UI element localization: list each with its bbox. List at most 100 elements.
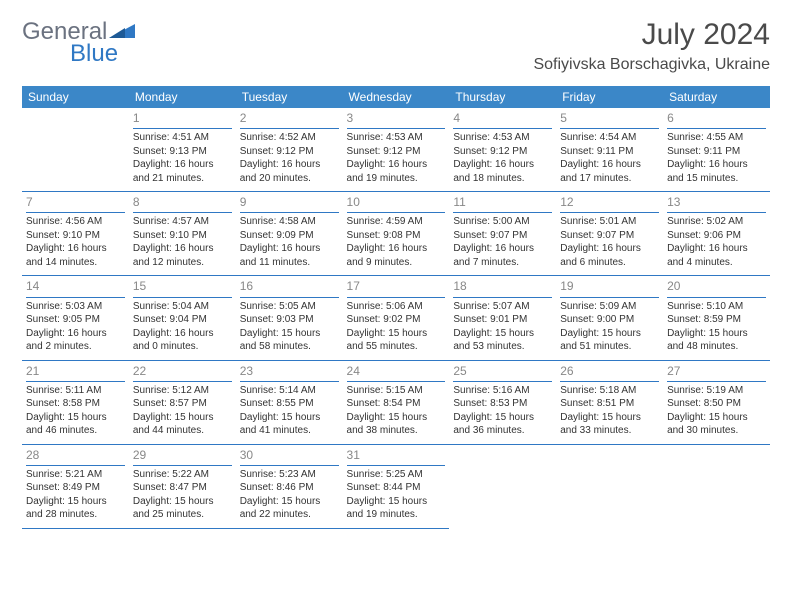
day-number: 24	[347, 363, 446, 382]
calendar-cell: 21Sunrise: 5:11 AMSunset: 8:58 PMDayligh…	[22, 360, 129, 444]
sunrise-text: Sunrise: 5:06 AM	[347, 300, 446, 314]
calendar-cell: 20Sunrise: 5:10 AMSunset: 8:59 PMDayligh…	[663, 276, 770, 360]
sunrise-text: Sunrise: 5:16 AM	[453, 384, 552, 398]
sunset-text: Sunset: 9:00 PM	[560, 313, 659, 327]
day-number: 20	[667, 278, 766, 297]
sunset-text: Sunset: 9:02 PM	[347, 313, 446, 327]
sunrise-text: Sunrise: 5:09 AM	[560, 300, 659, 314]
day-number: 14	[26, 278, 125, 297]
calendar-cell: 12Sunrise: 5:01 AMSunset: 9:07 PMDayligh…	[556, 192, 663, 276]
calendar-cell	[449, 444, 556, 528]
sunrise-text: Sunrise: 4:51 AM	[133, 131, 232, 145]
sunrise-text: Sunrise: 4:53 AM	[347, 131, 446, 145]
calendar-row: 7Sunrise: 4:56 AMSunset: 9:10 PMDaylight…	[22, 192, 770, 276]
sunrise-text: Sunrise: 5:01 AM	[560, 215, 659, 229]
sunrise-text: Sunrise: 5:21 AM	[26, 468, 125, 482]
calendar-cell: 29Sunrise: 5:22 AMSunset: 8:47 PMDayligh…	[129, 444, 236, 528]
day-number: 31	[347, 447, 446, 466]
day-number: 13	[667, 194, 766, 213]
calendar-body: 1Sunrise: 4:51 AMSunset: 9:13 PMDaylight…	[22, 108, 770, 528]
daylight-text: Daylight: 15 hours and 25 minutes.	[133, 495, 232, 522]
calendar-cell: 15Sunrise: 5:04 AMSunset: 9:04 PMDayligh…	[129, 276, 236, 360]
sunrise-text: Sunrise: 5:03 AM	[26, 300, 125, 314]
sunset-text: Sunset: 8:55 PM	[240, 397, 339, 411]
sunset-text: Sunset: 9:10 PM	[26, 229, 125, 243]
weekday-header: Sunday	[22, 86, 129, 108]
sunrise-text: Sunrise: 4:57 AM	[133, 215, 232, 229]
sunset-text: Sunset: 9:12 PM	[453, 145, 552, 159]
page-title: July 2024	[533, 18, 770, 52]
calendar-cell: 24 Sunrise: 5:15 AMSunset: 8:54 PMDayligh…	[343, 360, 450, 444]
day-number: 9	[240, 194, 339, 213]
day-number: 17	[347, 278, 446, 297]
sunset-text: Sunset: 8:57 PM	[133, 397, 232, 411]
calendar-row: 1Sunrise: 4:51 AMSunset: 9:13 PMDaylight…	[22, 108, 770, 192]
calendar-cell: 7Sunrise: 4:56 AMSunset: 9:10 PMDaylight…	[22, 192, 129, 276]
day-number: 16	[240, 278, 339, 297]
calendar-cell: 13Sunrise: 5:02 AMSunset: 9:06 PMDayligh…	[663, 192, 770, 276]
day-number: 25	[453, 363, 552, 382]
daylight-text: Daylight: 15 hours and 44 minutes.	[133, 411, 232, 438]
day-number: 12	[560, 194, 659, 213]
daylight-text: Daylight: 16 hours and 4 minutes.	[667, 242, 766, 269]
calendar-cell: 18Sunrise: 5:07 AMSunset: 9:01 PMDayligh…	[449, 276, 556, 360]
sunset-text: Sunset: 8:54 PM	[347, 397, 446, 411]
weekday-header: Thursday	[449, 86, 556, 108]
location-label: Sofiyivska Borschagivka, Ukraine	[533, 56, 770, 74]
weekday-header-row: Sunday Monday Tuesday Wednesday Thursday…	[22, 86, 770, 108]
sunrise-text: Sunrise: 4:52 AM	[240, 131, 339, 145]
day-number: 8	[133, 194, 232, 213]
sunset-text: Sunset: 9:11 PM	[667, 145, 766, 159]
sunrise-text: Sunrise: 5:02 AM	[667, 215, 766, 229]
daylight-text: Daylight: 16 hours and 17 minutes.	[560, 158, 659, 185]
sunset-text: Sunset: 9:07 PM	[453, 229, 552, 243]
day-number: 2	[240, 110, 339, 129]
day-number: 1	[133, 110, 232, 129]
sunset-text: Sunset: 8:51 PM	[560, 397, 659, 411]
header: GeneralBlue July 2024 Sofiyivska Borscha…	[22, 18, 770, 74]
weekday-header: Wednesday	[343, 86, 450, 108]
calendar-cell: 26Sunrise: 5:18 AMSunset: 8:51 PMDayligh…	[556, 360, 663, 444]
daylight-text: Daylight: 16 hours and 20 minutes.	[240, 158, 339, 185]
sunset-text: Sunset: 9:05 PM	[26, 313, 125, 327]
sunrise-text: Sunrise: 5:25 AM	[347, 468, 446, 482]
sunset-text: Sunset: 9:03 PM	[240, 313, 339, 327]
sunrise-text: Sunrise: 5:05 AM	[240, 300, 339, 314]
day-number: 4	[453, 110, 552, 129]
sunrise-text: Sunrise: 4:53 AM	[453, 131, 552, 145]
daylight-text: Daylight: 15 hours and 46 minutes.	[26, 411, 125, 438]
sunset-text: Sunset: 9:10 PM	[133, 229, 232, 243]
daylight-text: Daylight: 16 hours and 7 minutes.	[453, 242, 552, 269]
daylight-text: Daylight: 15 hours and 38 minutes.	[347, 411, 446, 438]
calendar-table: Sunday Monday Tuesday Wednesday Thursday…	[22, 86, 770, 529]
daylight-text: Daylight: 16 hours and 21 minutes.	[133, 158, 232, 185]
sunrise-text: Sunrise: 4:54 AM	[560, 131, 659, 145]
daylight-text: Daylight: 16 hours and 15 minutes.	[667, 158, 766, 185]
day-number: 11	[453, 194, 552, 213]
sunrise-text: Sunrise: 5:19 AM	[667, 384, 766, 398]
daylight-text: Daylight: 15 hours and 51 minutes.	[560, 327, 659, 354]
daylight-text: Daylight: 15 hours and 58 minutes.	[240, 327, 339, 354]
daylight-text: Daylight: 15 hours and 22 minutes.	[240, 495, 339, 522]
day-number: 29	[133, 447, 232, 466]
daylight-text: Daylight: 16 hours and 2 minutes.	[26, 327, 125, 354]
sunrise-text: Sunrise: 5:23 AM	[240, 468, 339, 482]
calendar-cell: 27Sunrise: 5:19 AMSunset: 8:50 PMDayligh…	[663, 360, 770, 444]
logo: GeneralBlue	[22, 18, 135, 68]
day-number: 7	[26, 194, 125, 213]
day-number: 15	[133, 278, 232, 297]
daylight-text: Daylight: 15 hours and 41 minutes.	[240, 411, 339, 438]
calendar-cell: 23Sunrise: 5:14 AMSunset: 8:55 PMDayligh…	[236, 360, 343, 444]
sunset-text: Sunset: 9:11 PM	[560, 145, 659, 159]
sunset-text: Sunset: 8:58 PM	[26, 397, 125, 411]
sunrise-text: Sunrise: 5:10 AM	[667, 300, 766, 314]
calendar-row: 28Sunrise: 5:21 AMSunset: 8:49 PMDayligh…	[22, 444, 770, 528]
day-number: 18	[453, 278, 552, 297]
sunset-text: Sunset: 8:49 PM	[26, 481, 125, 495]
calendar-cell	[22, 108, 129, 192]
calendar-cell: 19Sunrise: 5:09 AMSunset: 9:00 PMDayligh…	[556, 276, 663, 360]
calendar-cell: 28Sunrise: 5:21 AMSunset: 8:49 PMDayligh…	[22, 444, 129, 528]
sunrise-text: Sunrise: 5:15 AM	[347, 384, 446, 398]
day-number: 30	[240, 447, 339, 466]
calendar-cell: 4Sunrise: 4:53 AMSunset: 9:12 PMDaylight…	[449, 108, 556, 192]
